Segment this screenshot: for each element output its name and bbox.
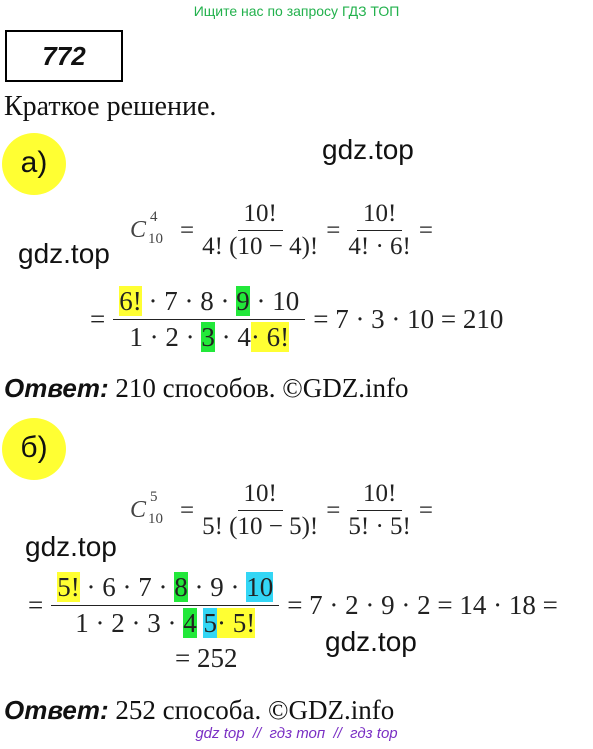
highlight: 5! bbox=[57, 572, 80, 602]
answer-text: 210 способов. ©GDZ.info bbox=[115, 373, 409, 403]
part-label: б) bbox=[2, 418, 66, 480]
subscript: 10 bbox=[148, 230, 163, 247]
watermark: gdz.top bbox=[322, 134, 414, 165]
part-label: а) bbox=[2, 133, 66, 195]
text: · 9 · bbox=[187, 572, 247, 602]
text: 1 · 2 · 3 · bbox=[75, 608, 184, 638]
operator: = bbox=[326, 216, 341, 244]
denominator: 5! (10 − 5)! bbox=[202, 513, 319, 540]
highlight: 4 bbox=[183, 608, 197, 638]
numerator: 10! bbox=[356, 480, 403, 511]
operator: = bbox=[28, 590, 44, 620]
task-number: 772 bbox=[5, 30, 123, 82]
denominator: 4! · 6! bbox=[348, 233, 411, 260]
watermark: gdz.top bbox=[25, 531, 117, 562]
numerator: 10! bbox=[237, 200, 283, 231]
fraction: 6! · 7 · 8 · 9 · 10 1 · 2 · 3 · 4· 6! bbox=[113, 286, 306, 353]
numerator: 10! bbox=[237, 480, 283, 511]
text: · 6 · 7 · bbox=[79, 572, 175, 602]
operator: = bbox=[326, 496, 341, 524]
highlight: 9 bbox=[236, 286, 250, 316]
subtitle: Краткое решение. bbox=[4, 91, 217, 122]
highlight: · 6! bbox=[250, 322, 290, 352]
subscript: 10 bbox=[148, 510, 163, 527]
header: Ищите нас по запросу ГДЗ ТОП bbox=[193, 3, 400, 19]
result: = 7 · 2 · 9 · 2 = 14 · 18 = bbox=[287, 590, 558, 620]
highlight: · 5! bbox=[216, 608, 256, 638]
numerator: 10! bbox=[356, 200, 403, 231]
highlight: 10 bbox=[246, 572, 274, 602]
equation: = 5! · 6 · 7 · 8 · 9 · 10 1 · 2 · 3 · 4 … bbox=[28, 572, 558, 639]
highlight: 6! bbox=[119, 286, 142, 316]
operator: = bbox=[418, 216, 433, 244]
combination: C 5 10 bbox=[130, 488, 172, 531]
operator: = bbox=[180, 216, 195, 244]
superscript: 5 bbox=[150, 488, 158, 505]
fraction: 10! 5! · 5! bbox=[348, 480, 410, 541]
result: = 252 bbox=[175, 643, 238, 673]
fraction: 10! 4! (10 − 4)! bbox=[202, 200, 318, 261]
denominator: 4! (10 − 4)! bbox=[202, 233, 319, 260]
watermark: gdz.top bbox=[325, 626, 417, 657]
fraction: 10! 5! (10 − 5)! bbox=[202, 480, 318, 541]
footer: gdz top // гдз топ // гдз top bbox=[195, 725, 398, 742]
answer-label: Ответ: bbox=[4, 373, 109, 403]
numerator: 5! · 6 · 7 · 8 · 9 · 10 bbox=[51, 572, 280, 606]
equation: C 4 10 = 10! 4! (10 − 4)! = 10! 4! · 6! = bbox=[130, 200, 433, 261]
symbol: C bbox=[130, 216, 147, 243]
superscript: 4 bbox=[150, 208, 158, 225]
text: · 10 bbox=[249, 286, 300, 316]
operator: = bbox=[418, 496, 433, 524]
fraction: 5! · 6 · 7 · 8 · 9 · 10 1 · 2 · 3 · 4 5·… bbox=[51, 572, 280, 639]
text: · 7 · 8 · bbox=[141, 286, 237, 316]
answer: Ответ: 210 способов. ©GDZ.info bbox=[4, 373, 408, 404]
result: = 7 · 3 · 10 = 210 bbox=[313, 304, 504, 334]
text: · 4 bbox=[214, 322, 251, 352]
highlight: 8 bbox=[174, 572, 188, 602]
symbol: C bbox=[130, 496, 147, 523]
answer-text: 252 способа. ©GDZ.info bbox=[115, 695, 395, 725]
operator: = bbox=[180, 496, 195, 524]
answer-label: Ответ: bbox=[4, 695, 109, 725]
equation: C 5 10 = 10! 5! (10 − 5)! = 10! 5! · 5! = bbox=[130, 480, 433, 541]
operator: = bbox=[90, 304, 106, 334]
equation: = 6! · 7 · 8 · 9 · 10 1 · 2 · 3 · 4· 6! … bbox=[90, 286, 503, 353]
denominator: 5! · 5! bbox=[348, 513, 411, 540]
watermark: gdz.top bbox=[18, 238, 110, 269]
fraction: 10! 4! · 6! bbox=[348, 200, 410, 261]
text: 1 · 2 · bbox=[129, 322, 202, 352]
answer: Ответ: 252 способа. ©GDZ.info bbox=[4, 695, 394, 726]
combination: C 4 10 bbox=[130, 208, 172, 251]
denominator: 1 · 2 · 3 · 4 5· 5! bbox=[75, 606, 256, 639]
denominator: 1 · 2 · 3 · 4· 6! bbox=[129, 320, 290, 353]
numerator: 6! · 7 · 8 · 9 · 10 bbox=[113, 286, 306, 320]
highlight: 3 bbox=[201, 322, 215, 352]
highlight: 5 bbox=[203, 608, 217, 638]
